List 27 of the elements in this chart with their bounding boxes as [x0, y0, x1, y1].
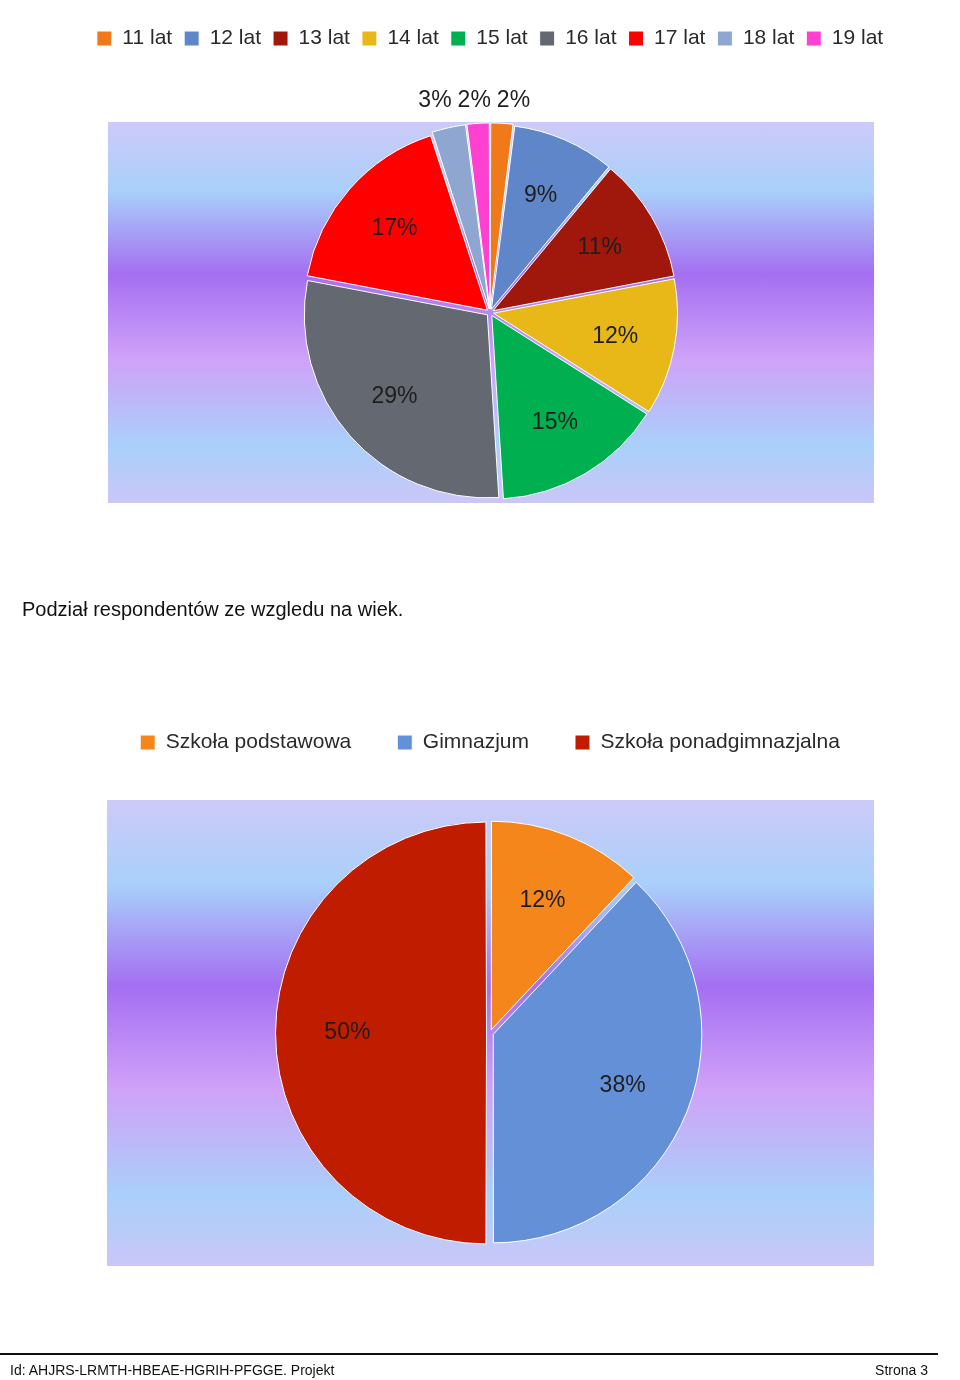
legend-label: 15 lat	[476, 25, 528, 49]
data-label: 15%	[531, 407, 578, 434]
legend-label: 19 lat	[831, 25, 884, 49]
legend-label: 14 lat	[387, 25, 439, 49]
legend-label: Szkoła ponadgimnazjalna	[600, 729, 841, 753]
data-label: 3%	[418, 86, 452, 113]
data-label: 12%	[592, 321, 639, 348]
data-label: 9%	[524, 180, 558, 207]
data-label: 17%	[371, 213, 418, 240]
legend-label: 17 lat	[654, 25, 706, 49]
text: Podział respondentów ze wzgledu na wiek.	[22, 598, 404, 621]
legend-label: Szkoła podstawowa	[165, 729, 352, 753]
data-label: 38%	[599, 1070, 646, 1097]
text: Strona 3	[875, 1362, 928, 1378]
data-label: 50%	[324, 1018, 371, 1045]
legend-label: 12 lat	[209, 25, 262, 49]
legend-label: 16 lat	[565, 25, 617, 49]
legend-label: Gimnazjum	[422, 729, 529, 753]
legend-label: 18 lat	[742, 25, 795, 49]
data-label: 29%	[371, 382, 418, 409]
data-label: 12%	[519, 885, 566, 912]
data-label: 11%	[577, 232, 622, 259]
text: Id: AHJRS-LRMTH-HBEAE-HGRIH-PFGGE. Projekt	[10, 1362, 335, 1378]
data-label: 2%	[496, 86, 531, 113]
data-label: 2%	[457, 86, 491, 113]
legend-label: 13 lat	[298, 25, 351, 49]
legend-label: 11 lat	[122, 25, 173, 49]
